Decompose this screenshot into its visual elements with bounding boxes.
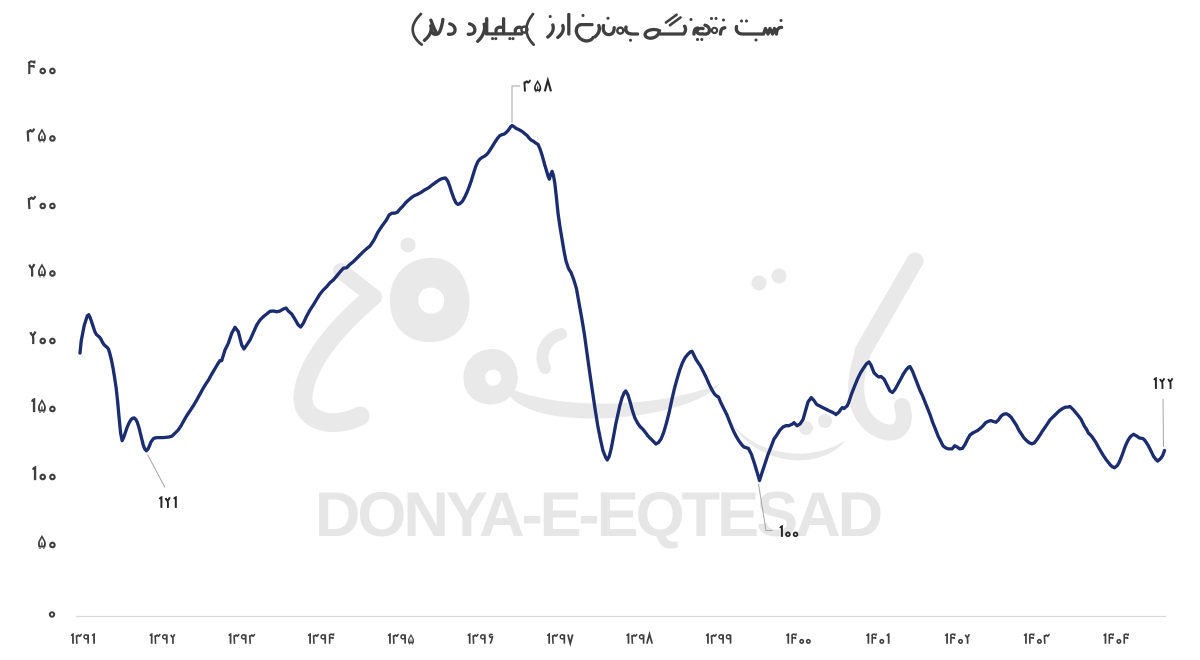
svg-text:DONYA-E-EQTESAD: DONYA-E-EQTESAD <box>315 480 881 550</box>
